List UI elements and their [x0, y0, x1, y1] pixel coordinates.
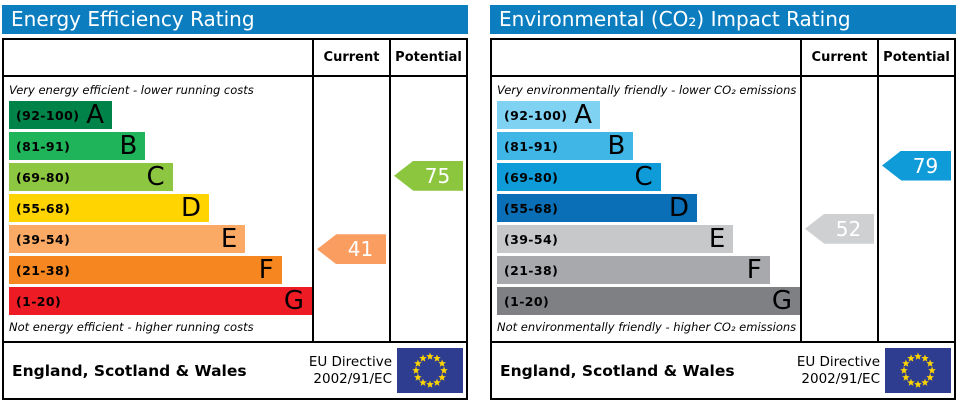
- band-letter: D: [180, 193, 201, 223]
- chart-title: Environmental (CO₂) Impact Rating: [499, 7, 851, 31]
- current-value-column: 41: [312, 77, 389, 341]
- band-range-label: (55-68): [504, 200, 559, 216]
- chart-footer: England, Scotland & Wales EU Directive 2…: [492, 341, 954, 398]
- band-c: (69-80) C: [497, 163, 661, 191]
- column-header-row: Current Potential: [492, 40, 954, 77]
- region-label: England, Scotland & Wales: [12, 361, 247, 380]
- current-rating-arrow: 52: [805, 213, 874, 244]
- band-b: (81-91) B: [497, 131, 634, 161]
- eu-directive-line1: EU Directive: [796, 354, 880, 371]
- band-letter: G: [771, 286, 792, 316]
- band-b: (81-91) B: [9, 131, 146, 161]
- column-header-spacer: [492, 40, 800, 75]
- bottom-note: Not energy efficient - higher running co…: [9, 320, 254, 334]
- eu-directive-line1: EU Directive: [308, 354, 392, 371]
- band-letter: E: [708, 224, 726, 254]
- band-letter: F: [258, 255, 274, 285]
- band-range-label: (1-20): [504, 293, 550, 309]
- band-letter: C: [634, 162, 653, 192]
- band-letter: B: [607, 131, 626, 161]
- column-header-spacer: [4, 40, 312, 75]
- potential-value-column: 75: [389, 77, 466, 341]
- band-letter: D: [668, 193, 689, 223]
- potential-rating-arrow: 75: [394, 160, 463, 191]
- chart-frame: Current Potential Very energy efficient …: [2, 38, 468, 400]
- region-label: England, Scotland & Wales: [500, 361, 735, 380]
- column-header-row: Current Potential: [4, 40, 466, 77]
- band-c: (69-80) C: [9, 163, 173, 191]
- chart-title: Energy Efficiency Rating: [11, 7, 255, 31]
- environmental-impact-rating-chart: Environmental (CO₂) Impact Rating Curren…: [490, 5, 956, 400]
- top-note: Very environmentally friendly - lower CO…: [497, 83, 797, 97]
- eu-directive-label: EU Directive 2002/91/EC: [797, 354, 880, 386]
- band-range-label: (21-38): [16, 262, 71, 278]
- band-range-label: (21-38): [504, 262, 559, 278]
- current-column-header: Current: [312, 40, 389, 75]
- rating-bands: (92-100) A (81-91) B (69-80) C (55-68) D (39-54)…: [9, 101, 312, 315]
- eu-flag-icon: [397, 348, 463, 393]
- potential-column-header: Potential: [389, 40, 466, 75]
- chart-title-bar: Energy Efficiency Rating: [2, 5, 468, 34]
- band-d: (55-68) D: [9, 194, 209, 222]
- band-d: (55-68) D: [497, 194, 697, 222]
- band-a: (92-100) A: [9, 100, 113, 130]
- current-column-header: Current: [800, 40, 877, 75]
- rating-body: Very environmentally friendly - lower CO…: [492, 77, 954, 341]
- band-range-label: (39-54): [16, 231, 71, 247]
- chart-title-bar: Environmental (CO₂) Impact Rating: [490, 5, 956, 34]
- bottom-note: Not environmentally friendly - higher CO…: [497, 320, 797, 334]
- band-letter: C: [146, 162, 165, 192]
- band-range-label: (81-91): [16, 138, 71, 154]
- band-letter: A: [574, 100, 593, 130]
- band-range-label: (69-80): [504, 169, 559, 185]
- top-note: Very energy efficient - lower running co…: [9, 83, 254, 97]
- band-letter: B: [119, 131, 138, 161]
- band-letter: E: [220, 224, 238, 254]
- band-range-label: (39-54): [504, 231, 559, 247]
- eu-directive-line2: 2002/91/EC: [313, 370, 392, 387]
- band-range-label: (1-20): [16, 293, 62, 309]
- potential-value-column: 79: [877, 77, 954, 341]
- band-g: (1-20) G: [497, 287, 800, 315]
- chart-frame: Current Potential Very environmentally f…: [490, 38, 956, 400]
- bands-column: Very energy efficient - lower running co…: [4, 77, 312, 341]
- band-f: (21-38) F: [497, 256, 770, 284]
- band-range-label: (92-100): [16, 107, 80, 123]
- potential-rating-arrow: 79: [882, 150, 951, 181]
- band-letter: G: [283, 286, 304, 316]
- band-range-label: (69-80): [16, 169, 71, 185]
- rating-body: Very energy efficient - lower running co…: [4, 77, 466, 341]
- band-e: (39-54) E: [497, 224, 734, 254]
- band-letter: F: [746, 255, 762, 285]
- eu-directive-label: EU Directive 2002/91/EC: [309, 354, 392, 386]
- band-range-label: (81-91): [504, 138, 559, 154]
- bands-column: Very environmentally friendly - lower CO…: [492, 77, 800, 341]
- band-range-label: (55-68): [16, 200, 71, 216]
- band-a: (92-100) A: [497, 100, 601, 130]
- current-value-column: 52: [800, 77, 877, 341]
- band-range-label: (92-100): [504, 107, 568, 123]
- current-rating-arrow: 41: [317, 234, 386, 265]
- eu-directive-line2: 2002/91/EC: [801, 370, 880, 387]
- band-g: (1-20) G: [9, 287, 312, 315]
- band-e: (39-54) E: [9, 224, 246, 254]
- eu-flag-icon: [885, 348, 951, 393]
- energy-efficiency-rating-chart: Energy Efficiency Rating Current Potenti…: [2, 5, 468, 400]
- rating-bands: (92-100) A (81-91) B (69-80) C (55-68) D (39-54)…: [497, 101, 800, 315]
- band-letter: A: [86, 100, 105, 130]
- potential-column-header: Potential: [877, 40, 954, 75]
- band-f: (21-38) F: [9, 256, 282, 284]
- chart-footer: England, Scotland & Wales EU Directive 2…: [4, 341, 466, 398]
